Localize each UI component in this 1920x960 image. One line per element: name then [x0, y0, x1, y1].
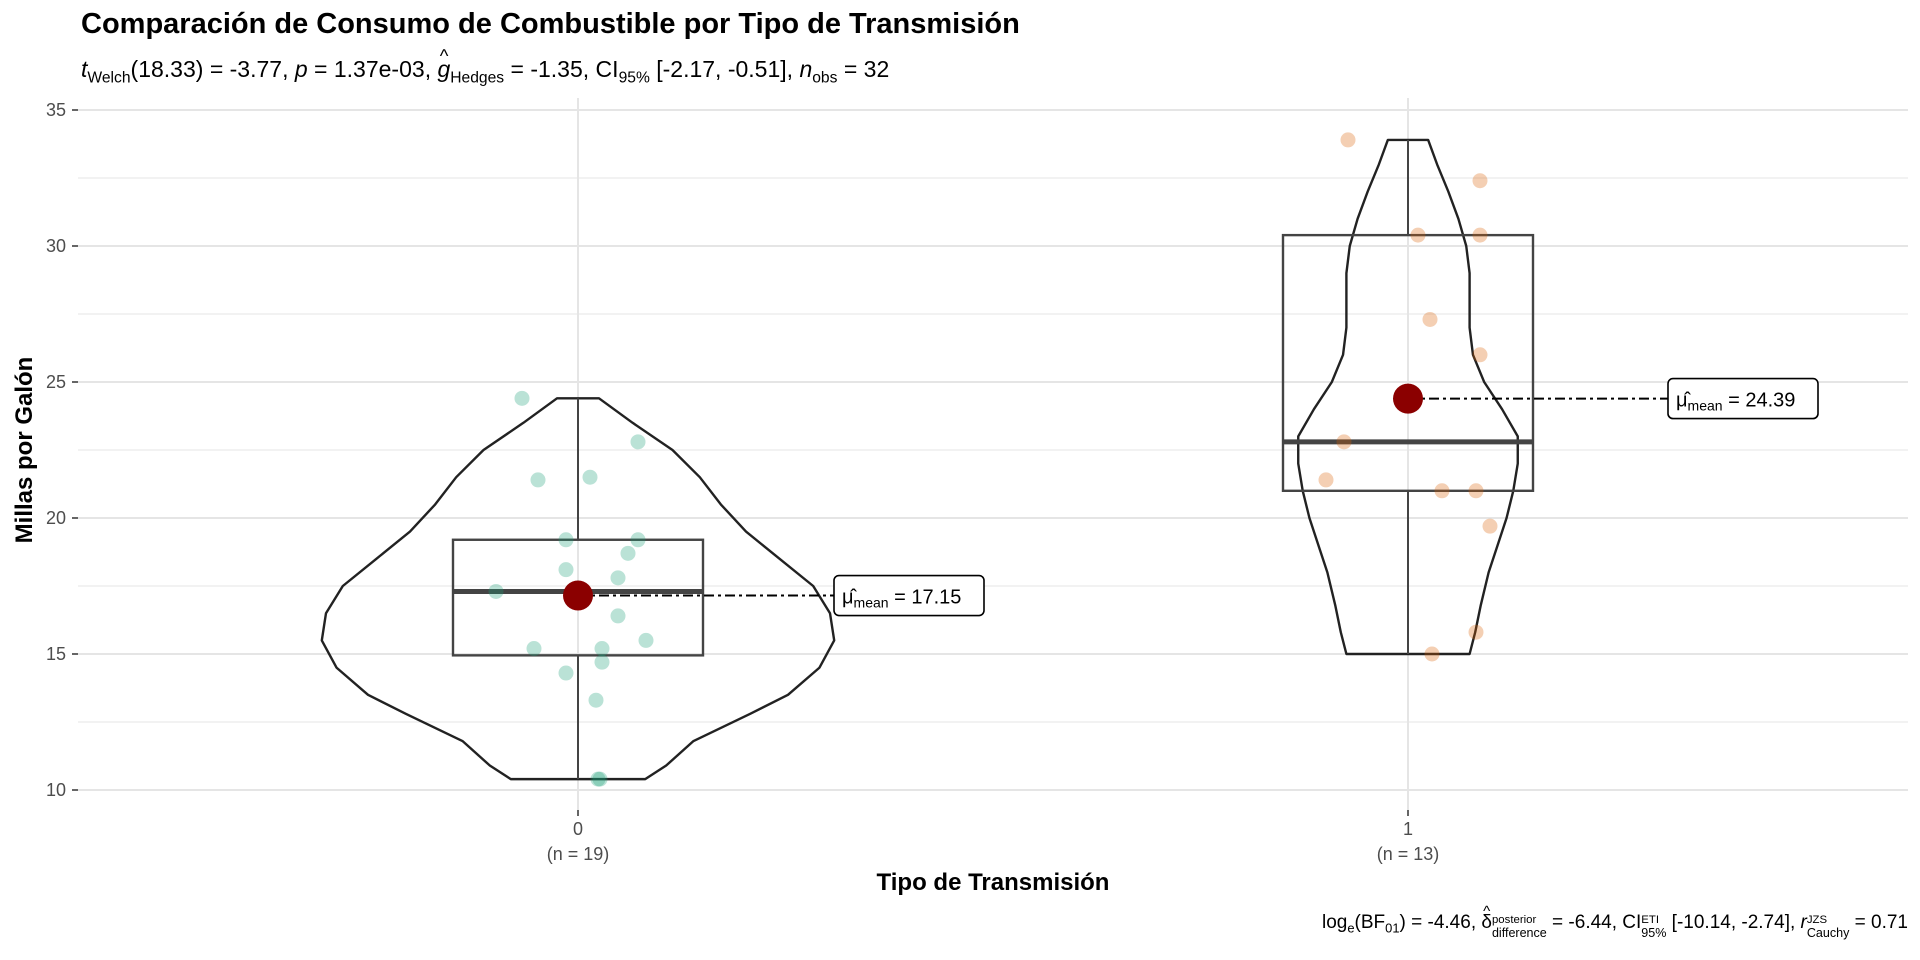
data-point — [1410, 227, 1426, 243]
data-point — [588, 692, 604, 708]
data-point — [530, 472, 546, 488]
chart-title: Comparación de Consumo de Combustible po… — [81, 8, 1020, 40]
x-tick-label-0: 0 — [573, 819, 583, 839]
y-tick-label: 35 — [46, 100, 66, 120]
data-point — [1482, 518, 1498, 534]
subtitle-df: 18.33 — [138, 56, 196, 82]
caption-delta-sup: posterior — [1491, 914, 1537, 927]
x-axis-label: Tipo de Transmisión — [877, 869, 1110, 896]
y-tick-label: 30 — [46, 236, 66, 256]
data-point — [1318, 472, 1334, 488]
data-point — [638, 632, 654, 648]
data-point — [1472, 173, 1488, 189]
data-point — [610, 608, 626, 624]
data-point — [582, 469, 598, 485]
data-point — [610, 570, 626, 586]
y-tick-label: 10 — [46, 780, 66, 800]
caption-delta-sub: difference — [1491, 925, 1547, 940]
caption-r-sup: JZS — [1806, 914, 1828, 927]
data-point — [1422, 311, 1438, 327]
subtitle-ci: [-2.17, -0.51] — [656, 56, 787, 82]
chart-subtitle: tWelch(18.33) = -3.77, p = 1.37e-03, gHe… — [81, 45, 890, 87]
data-point — [630, 434, 646, 450]
mean-marker-1 — [1393, 383, 1423, 414]
data-point — [558, 532, 574, 548]
chart-caption: loge(BF01) = -4.46, δposteriordifference… — [1322, 903, 1908, 940]
mean-label-1: μ̂mean = 24.39 — [1676, 390, 1795, 414]
subtitle-p: 1.37e-03 — [333, 56, 425, 82]
caption-ci-sub: 95% — [1641, 925, 1667, 940]
data-point — [1340, 132, 1356, 148]
subtitle-t: -3.77 — [229, 56, 283, 82]
data-point — [590, 771, 606, 787]
data-point — [630, 532, 646, 548]
x-tick-label-1: 1 — [1403, 819, 1413, 839]
x-tick-n-label-1: (n = 13) — [1377, 844, 1440, 864]
data-point — [488, 583, 504, 599]
data-point — [594, 654, 610, 670]
violin-0 — [320, 397, 836, 781]
box-0 — [451, 538, 705, 657]
y-tick-label: 20 — [46, 508, 66, 528]
caption-log-bf: -4.46 — [1427, 912, 1471, 933]
data-point — [594, 641, 610, 657]
data-point — [514, 390, 530, 406]
data-point — [1434, 483, 1450, 499]
data-point — [620, 545, 636, 561]
data-point — [558, 562, 574, 578]
data-point — [526, 641, 542, 657]
data-point — [1472, 227, 1488, 243]
x-tick-n-label-0: (n = 19) — [547, 844, 610, 864]
violin-1 — [1297, 138, 1519, 656]
subtitle-stat-name: Welch — [87, 69, 131, 87]
subtitle-g: -1.35 — [530, 56, 583, 82]
caption-delta: -6.44 — [1568, 912, 1612, 933]
data-point — [1468, 483, 1484, 499]
mean-label-box-1 — [1667, 377, 1819, 420]
data-point — [1472, 347, 1488, 363]
y-axis-label: Millas por Galón — [11, 357, 38, 544]
subtitle-ci-level: 95% — [618, 69, 650, 87]
caption-ci-sup: ETI — [1641, 914, 1660, 927]
caption-r-sub: Cauchy — [1806, 925, 1850, 940]
box-1 — [1281, 233, 1535, 492]
data-point — [558, 665, 574, 681]
caption-ci: [-10.14, -2.74] — [1671, 912, 1790, 933]
data-point — [592, 771, 608, 787]
mean-marker-0 — [563, 580, 593, 611]
caption-r: 0.71 — [1871, 912, 1908, 933]
data-point — [1424, 646, 1440, 662]
data-point — [1336, 434, 1352, 450]
subtitle-effect-name: Hedges — [450, 69, 505, 87]
y-tick-label: 25 — [46, 372, 66, 392]
subtitle-n-obs: 32 — [863, 56, 890, 82]
y-tick-label: 15 — [46, 644, 66, 664]
data-point — [1468, 624, 1484, 640]
mean-label-box-0 — [833, 574, 985, 617]
